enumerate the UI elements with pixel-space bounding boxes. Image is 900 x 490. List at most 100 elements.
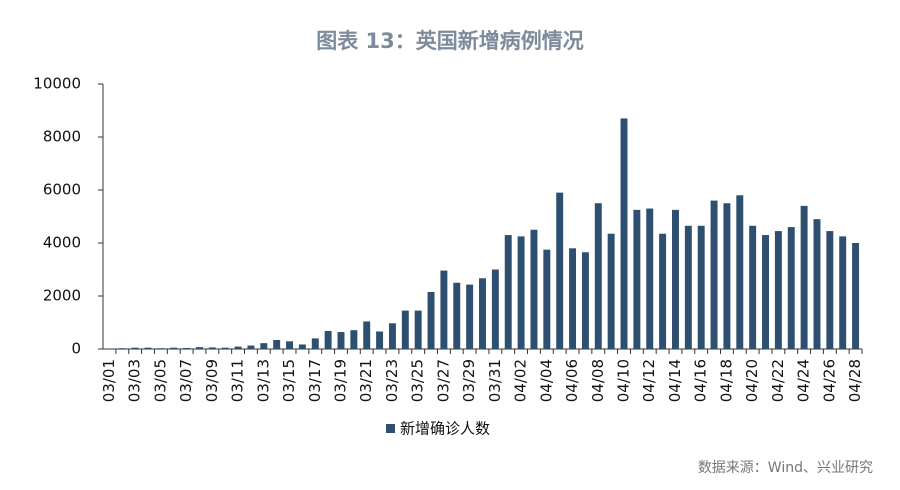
- x-tick-label: 03/09: [203, 359, 221, 402]
- y-tick-label: 6000: [43, 181, 81, 199]
- x-tick-label: 04/28: [846, 359, 864, 402]
- bar: [118, 348, 126, 349]
- bar: [337, 332, 345, 349]
- x-tick-label: 03/05: [151, 359, 169, 402]
- bar: [633, 209, 641, 349]
- bar: [234, 346, 242, 349]
- bar: [723, 203, 731, 349]
- bar: [671, 209, 679, 349]
- bar: [530, 229, 538, 349]
- bar: [221, 347, 229, 349]
- bar: [273, 339, 281, 349]
- bar: [157, 348, 165, 349]
- x-tick-label: 04/14: [666, 359, 684, 402]
- x-tick-label: 03/25: [409, 359, 427, 402]
- x-tick-label: 04/04: [537, 359, 555, 402]
- x-tick-label: 03/15: [280, 359, 298, 402]
- bar: [504, 235, 512, 349]
- x-tick-label: 03/19: [331, 359, 349, 402]
- bar: [594, 203, 602, 349]
- bar: [376, 331, 384, 349]
- x-tick-label: 04/18: [717, 359, 735, 402]
- bar: [569, 248, 577, 349]
- bar: [311, 338, 319, 349]
- bar: [543, 249, 551, 349]
- y-tick-label: 2000: [43, 287, 81, 305]
- bar: [105, 348, 113, 349]
- bar: [839, 236, 847, 349]
- bar: [826, 231, 834, 349]
- bar: [286, 341, 294, 349]
- y-tick-label: 4000: [43, 234, 81, 252]
- x-tick-label: 03/31: [486, 359, 504, 402]
- source-note: 数据来源：Wind、兴业研究: [698, 460, 873, 476]
- bar: [762, 235, 769, 349]
- y-tick-label: 8000: [43, 128, 81, 146]
- bar: [414, 310, 422, 349]
- bar: [736, 195, 744, 349]
- bar: [388, 323, 396, 349]
- bar: [479, 278, 486, 349]
- x-tick-label: 03/07: [177, 359, 195, 402]
- x-tick-label: 04/26: [820, 359, 838, 402]
- chart-title: 图表 13：英国新增病例情况: [316, 29, 584, 53]
- y-tick-label: 0: [71, 340, 81, 358]
- bar: [260, 343, 268, 349]
- bar: [401, 310, 409, 349]
- x-tick-label: 04/10: [615, 359, 633, 402]
- x-tick-label: 03/23: [383, 359, 401, 402]
- bar: [774, 231, 782, 349]
- x-tick-label: 03/21: [357, 359, 375, 402]
- bar: [440, 270, 448, 349]
- bar: [208, 347, 216, 349]
- bar: [196, 347, 203, 349]
- x-tick-label: 04/24: [795, 359, 813, 402]
- bar: [620, 118, 628, 349]
- bar: [298, 344, 306, 349]
- bar: [183, 347, 191, 349]
- bar: [749, 225, 757, 349]
- bar: [581, 252, 589, 349]
- legend-swatch: [386, 424, 395, 433]
- x-tick-label: 03/03: [126, 359, 144, 402]
- bar: [466, 284, 474, 349]
- x-tick-label: 03/17: [306, 359, 324, 402]
- bar: [697, 225, 705, 349]
- y-tick-label: 10000: [33, 75, 81, 93]
- legend-label: 新增确诊人数: [400, 420, 490, 438]
- x-tick-label: 04/02: [512, 359, 530, 402]
- bar: [659, 233, 667, 349]
- bar: [813, 219, 821, 349]
- bar: [710, 200, 718, 349]
- bar: [517, 236, 525, 349]
- bar: [363, 321, 371, 349]
- x-tick-label: 03/11: [229, 359, 247, 402]
- bar: [607, 233, 615, 349]
- bar: [247, 345, 255, 349]
- bar: [491, 269, 499, 349]
- bar: [800, 205, 808, 349]
- bar: [852, 243, 860, 349]
- x-tick-label: 04/20: [743, 359, 761, 402]
- bar: [453, 282, 461, 349]
- bar: [144, 347, 152, 349]
- x-tick-label: 04/08: [589, 359, 607, 402]
- x-tick-label: 04/22: [769, 359, 787, 402]
- bar: [427, 292, 435, 349]
- x-tick-label: 04/12: [640, 359, 658, 402]
- bar: [646, 208, 654, 349]
- bar: [350, 330, 358, 349]
- x-tick-label: 04/16: [692, 359, 710, 402]
- x-tick-label: 03/01: [100, 359, 118, 402]
- bar: [324, 330, 332, 349]
- bar: [131, 347, 139, 349]
- x-tick-label: 03/29: [460, 359, 478, 402]
- bar: [684, 225, 692, 349]
- x-tick-label: 04/06: [563, 359, 581, 402]
- bar: [787, 227, 795, 349]
- x-tick-label: 03/27: [434, 359, 452, 402]
- x-tick-label: 03/13: [254, 359, 272, 402]
- bar: [170, 347, 178, 349]
- bar: [556, 192, 564, 349]
